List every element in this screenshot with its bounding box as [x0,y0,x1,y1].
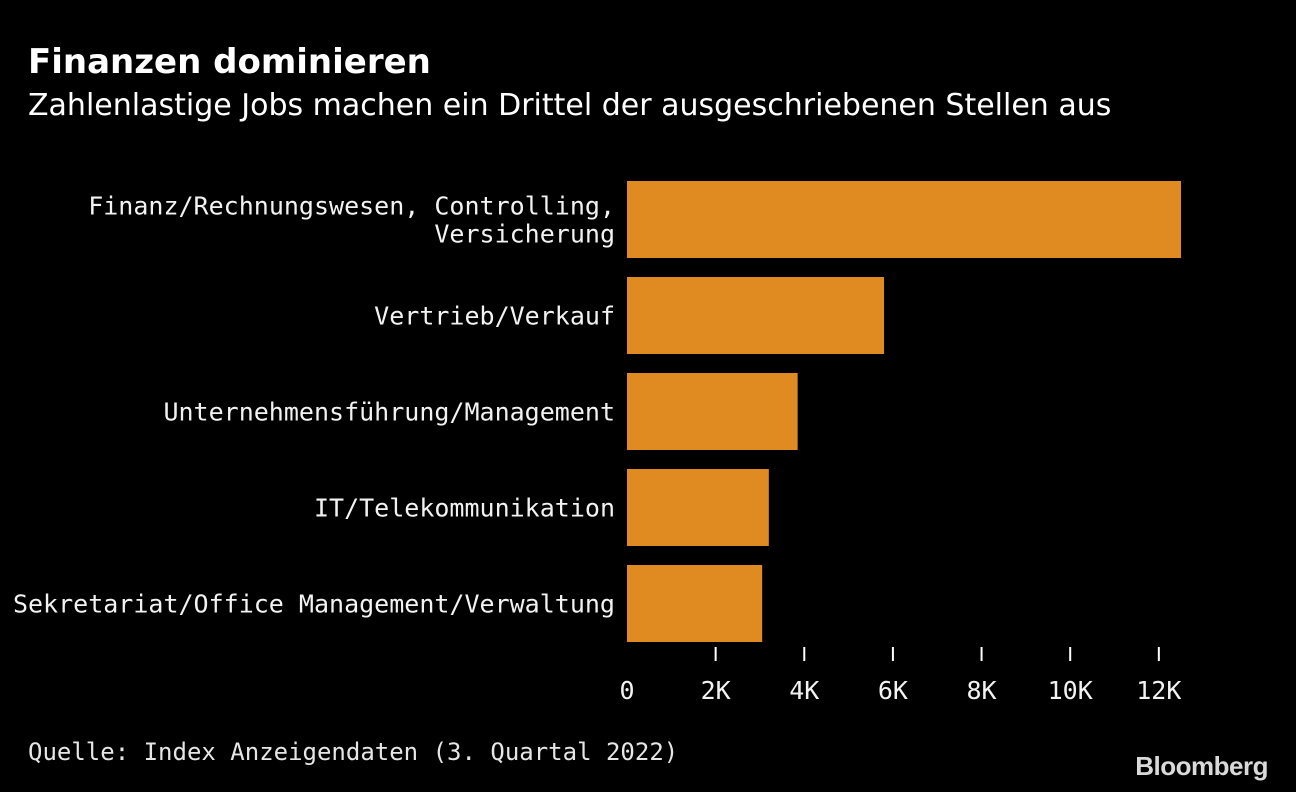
source-note: Quelle: Index Anzeigendaten (3. Quartal … [28,738,679,766]
category-labels-group: Finanz/Rechnungswesen, Controlling, Versi… [13,192,615,619]
x-tick-label: 10K [1048,676,1093,705]
bars-group [627,181,1181,642]
category-label: Sekretariat/Office Management/Verwaltung [13,590,615,619]
category-label: Unternehmensführung/Management [163,398,615,427]
chart-title: Finanzen dominieren [28,42,431,82]
bar [627,373,798,450]
x-tick-label: 0 [619,676,634,705]
x-tick-label: 12K [1136,676,1181,705]
category-label: Vertrieb/Verkauf [374,302,615,331]
x-axis: 0 2K 4K 6K 8K 10K 12K [619,647,1181,705]
x-tick-label: 2K [701,676,731,705]
x-tick-label: 6K [878,676,908,705]
category-label: IT/Telekommunikation [314,494,615,523]
chart-subtitle: Zahlenlastige Jobs machen ein Drittel de… [28,88,1112,123]
category-label: Finanz/Rechnungswesen, Controlling, Versi… [88,192,615,249]
bar [627,565,763,642]
bar [627,277,885,354]
bar [627,469,769,546]
x-tick-label: 4K [789,676,819,705]
bloomberg-logo: Bloomberg [1135,751,1268,781]
x-tick-label: 8K [967,676,997,705]
bar [627,181,1181,258]
